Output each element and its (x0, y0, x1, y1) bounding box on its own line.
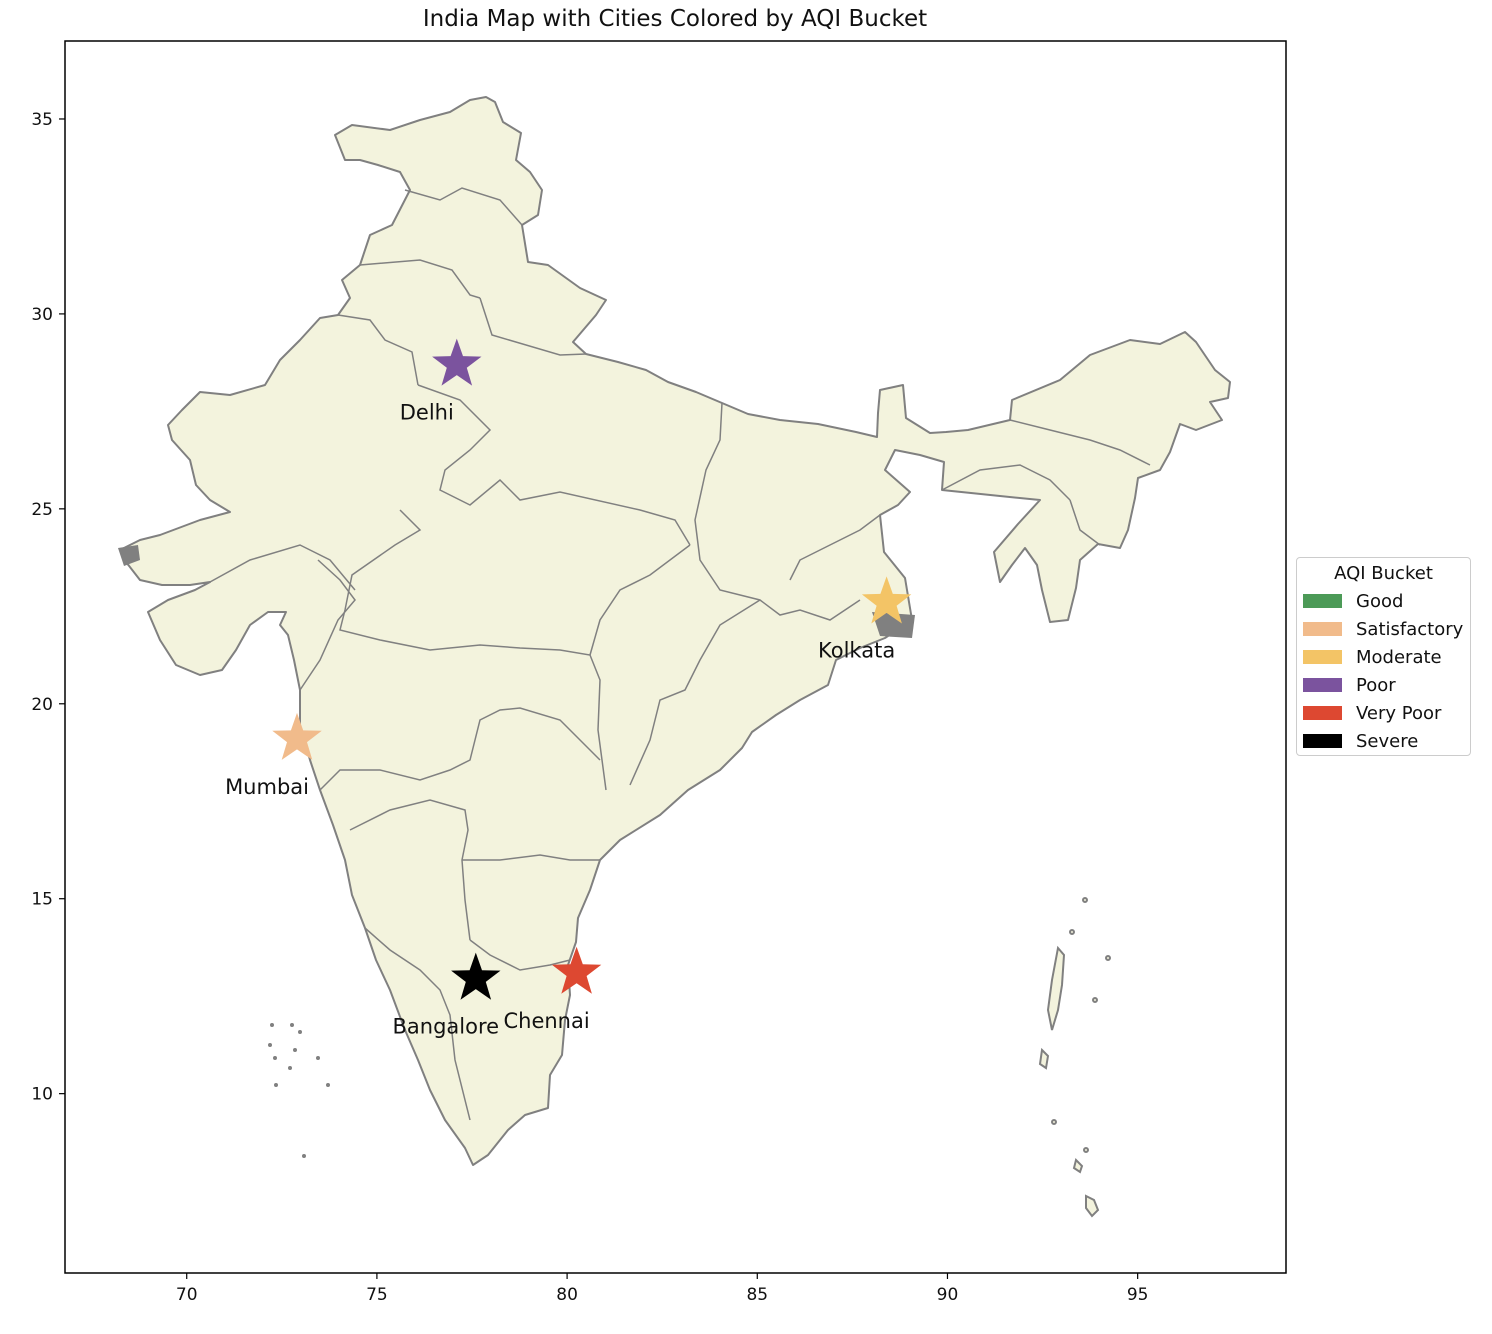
legend-swatch (1303, 734, 1342, 748)
city-label-bangalore: Bangalore (393, 1015, 500, 1039)
y-tick-label: 30 (31, 305, 53, 325)
legend-label: Severe (1356, 730, 1419, 752)
y-tick-label: 15 (31, 890, 53, 910)
legend-label: Very Poor (1356, 702, 1442, 724)
legend: AQI Bucket Good Satisfactory Moderate Poor V… (1296, 557, 1471, 756)
x-tick-label: 85 (746, 1285, 768, 1305)
city-marker-delhi (432, 338, 482, 386)
legend-item-satisfactory: Satisfactory (1303, 618, 1464, 640)
coastal-detail (118, 545, 915, 638)
legend-item-moderate: Moderate (1303, 646, 1442, 668)
india-mainland-shape (119, 96, 1231, 1166)
y-tick-label: 35 (31, 110, 53, 130)
city-label-delhi: Delhi (400, 401, 454, 425)
legend-title: AQI Bucket (1334, 563, 1433, 584)
legend-label: Poor (1356, 674, 1396, 696)
legend-swatch (1303, 622, 1342, 636)
legend-label: Moderate (1356, 646, 1442, 668)
city-marker-mumbai (272, 712, 322, 760)
city-markers: Delhi Kolkata Mumbai Bangalore Chennai (225, 338, 912, 1039)
plot-frame (64, 40, 1287, 1274)
x-axis: 70 75 80 85 90 95 (176, 1273, 1149, 1305)
andaman-nicobar-islands (1038, 897, 1111, 1218)
legend-swatch (1303, 706, 1342, 720)
lakshadweep-islands (268, 1023, 330, 1158)
legend-item-very-poor: Very Poor (1303, 702, 1442, 724)
city-label-kolkata: Kolkata (818, 638, 895, 662)
y-tick-label: 20 (31, 695, 53, 715)
city-marker-kolkata (861, 576, 912, 624)
city-label-chennai: Chennai (503, 1009, 589, 1033)
chart-title: India Map with Cities Colored by AQI Buc… (422, 6, 928, 32)
city-marker-chennai (551, 946, 602, 994)
x-tick-label: 90 (937, 1285, 959, 1305)
x-tick-label: 70 (176, 1285, 198, 1305)
legend-item-severe: Severe (1303, 730, 1419, 752)
legend-label: Good (1356, 590, 1404, 612)
india-landmass (118, 96, 1231, 1218)
x-tick-label: 75 (366, 1285, 388, 1305)
legend-swatch (1303, 678, 1342, 692)
x-tick-label: 80 (556, 1285, 578, 1305)
y-axis: 10 15 20 25 30 35 (31, 110, 65, 1105)
legend-swatch (1303, 650, 1342, 664)
y-tick-label: 10 (31, 1085, 53, 1105)
legend-swatch (1303, 594, 1342, 608)
legend-item-poor: Poor (1303, 674, 1396, 696)
city-marker-bangalore (451, 952, 501, 1000)
y-tick-label: 25 (31, 500, 53, 520)
x-tick-label: 95 (1127, 1285, 1149, 1305)
legend-label: Satisfactory (1356, 618, 1464, 640)
city-label-mumbai: Mumbai (225, 775, 309, 799)
legend-item-good: Good (1303, 590, 1404, 612)
state-borders (209, 187, 1151, 1121)
